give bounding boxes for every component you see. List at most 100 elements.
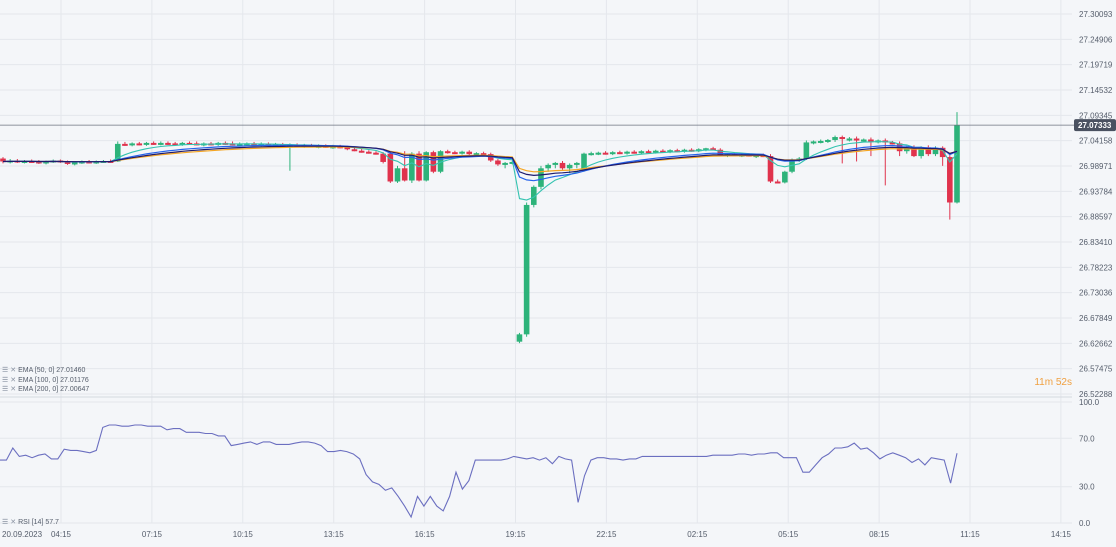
candle-down[interactable] [839, 137, 846, 140]
candle-down[interactable] [559, 162, 566, 169]
candle-up[interactable] [832, 137, 838, 140]
candle-down[interactable] [767, 156, 774, 182]
candle-up[interactable] [825, 139, 831, 142]
candle-down[interactable] [150, 142, 157, 145]
candle-down[interactable] [911, 147, 917, 157]
settings-icon[interactable]: ☰ ✕ [2, 519, 17, 526]
candle-down[interactable] [122, 143, 128, 146]
candle-up[interactable] [789, 159, 795, 172]
candle-up[interactable] [954, 125, 960, 203]
candle-up[interactable] [803, 142, 810, 159]
candle-up[interactable] [509, 161, 516, 164]
candle-up[interactable] [473, 153, 480, 156]
candle-up[interactable] [667, 150, 673, 153]
candle-down[interactable] [717, 149, 724, 156]
candle-down[interactable] [480, 153, 487, 156]
candle-up[interactable] [588, 153, 594, 156]
candle-up[interactable] [236, 143, 243, 146]
candle-up[interactable] [459, 151, 465, 154]
candle-down[interactable] [889, 142, 896, 145]
candle-down[interactable] [487, 154, 494, 161]
candle-down[interactable] [631, 151, 638, 154]
candle-down[interactable] [925, 147, 932, 155]
settings-icon[interactable]: ☰ ✕ [2, 386, 17, 393]
candle-up[interactable] [609, 152, 616, 155]
candle-down[interactable] [602, 152, 609, 155]
candle-up[interactable] [703, 148, 709, 151]
candle-down[interactable] [401, 168, 408, 181]
settings-icon[interactable]: ☰ ✕ [2, 377, 17, 384]
candle-down[interactable] [186, 142, 193, 145]
candle-down[interactable] [452, 152, 458, 155]
candle-up[interactable] [552, 162, 559, 165]
candle-up[interactable] [932, 147, 939, 155]
candle-up[interactable] [114, 143, 121, 162]
candle-up[interactable] [409, 153, 415, 181]
candle-up[interactable] [810, 141, 817, 144]
candle-up[interactable] [545, 164, 551, 169]
candle-up[interactable] [437, 151, 444, 172]
candle-down[interactable] [358, 150, 365, 153]
candle-down[interactable] [444, 151, 451, 154]
candle-down[interactable] [774, 181, 781, 184]
candle-down[interactable] [373, 152, 379, 155]
candle-up[interactable] [143, 142, 150, 145]
candle-up[interactable] [860, 139, 867, 142]
candle-down[interactable] [165, 142, 171, 145]
candle-up[interactable] [918, 147, 924, 157]
candle-down[interactable] [172, 143, 178, 146]
candle-up[interactable] [574, 162, 580, 165]
candle-up[interactable] [638, 151, 645, 154]
candle-up[interactable] [79, 161, 85, 164]
candle-down[interactable] [0, 158, 6, 162]
candle-down[interactable] [853, 138, 860, 141]
candle-up[interactable] [681, 149, 688, 152]
candle-down[interactable] [86, 161, 92, 164]
candle-down[interactable] [64, 161, 71, 164]
candle-up[interactable] [93, 161, 100, 164]
candle-up[interactable] [502, 162, 508, 165]
candle-down[interactable] [351, 149, 358, 152]
candle-down[interactable] [660, 150, 666, 153]
candle-down[interactable] [366, 151, 372, 154]
candle-up[interactable] [817, 140, 824, 143]
candle-up[interactable] [538, 168, 544, 187]
candle-down[interactable] [466, 151, 473, 155]
candle-up[interactable] [581, 153, 587, 171]
candle-up[interactable] [846, 138, 853, 141]
candle-down[interactable] [645, 151, 652, 154]
candle-down[interactable] [430, 152, 437, 172]
candle-down[interactable] [617, 152, 623, 155]
candle-up[interactable] [179, 142, 186, 145]
candle-down[interactable] [495, 160, 501, 165]
candle-up[interactable] [158, 142, 164, 145]
candle-up[interactable] [423, 152, 430, 181]
candle-up[interactable] [516, 334, 523, 342]
candle-down[interactable] [674, 150, 681, 153]
candle-up[interactable] [244, 143, 250, 146]
candle-down[interactable] [939, 147, 946, 158]
candle-up[interactable] [530, 186, 537, 205]
candle-up[interactable] [566, 164, 573, 169]
candle-down[interactable] [387, 153, 394, 182]
candle-down[interactable] [710, 148, 716, 151]
time-tick-label: 10:15 [233, 530, 254, 539]
candle-up[interactable] [782, 171, 788, 183]
candle-up[interactable] [652, 150, 659, 153]
candle-up[interactable] [43, 161, 49, 164]
candle-down[interactable] [36, 161, 42, 164]
candle-up[interactable] [394, 168, 401, 182]
candle-down[interactable] [136, 143, 143, 146]
candle-down[interactable] [344, 147, 351, 150]
settings-icon[interactable]: ☰ ✕ [2, 367, 17, 374]
candle-up[interactable] [624, 151, 630, 154]
candle-up[interactable] [523, 204, 530, 335]
candle-up[interactable] [595, 152, 602, 155]
candle-up[interactable] [129, 143, 135, 146]
candle-down[interactable] [947, 157, 953, 203]
candle-up[interactable] [71, 162, 78, 165]
candle-down[interactable] [380, 153, 386, 162]
candle-down[interactable] [868, 139, 874, 142]
